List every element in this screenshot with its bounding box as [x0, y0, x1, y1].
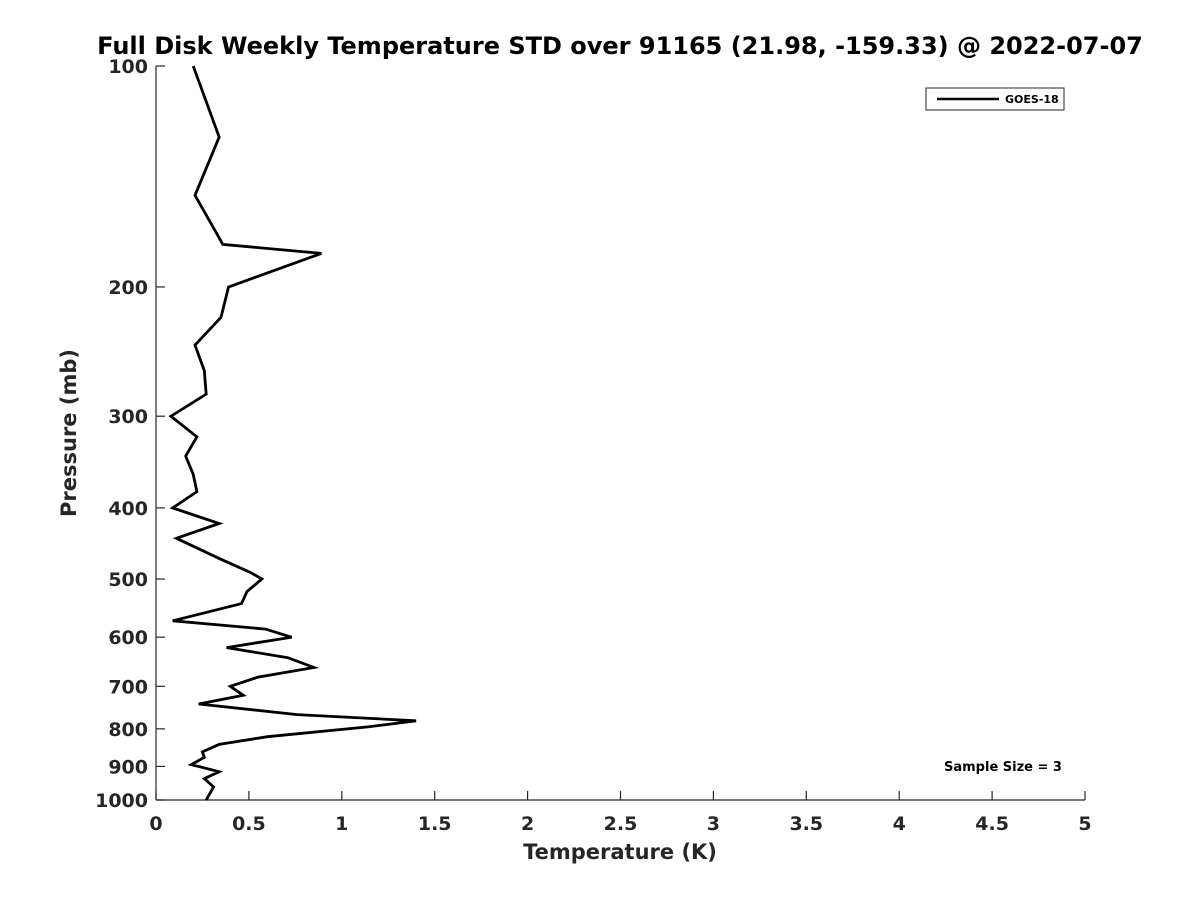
y-tick-label: 300 — [108, 406, 148, 428]
x-tick-label: 2.5 — [604, 813, 638, 835]
x-tick-label: 4 — [893, 813, 906, 835]
axes — [155, 66, 1085, 801]
x-tick-label: 3.5 — [789, 813, 823, 835]
x-tick-label: 1 — [335, 813, 348, 835]
x-tick-label: 1.5 — [418, 813, 452, 835]
sample-size-annotation: Sample Size = 3 — [944, 760, 1062, 775]
x-tick-label: 0.5 — [232, 813, 266, 835]
y-tick-label: 800 — [108, 719, 148, 741]
y-tick-label: 400 — [108, 498, 148, 520]
chart-title: Full Disk Weekly Temperature STD over 91… — [97, 32, 1143, 60]
series-layer — [168, 65, 417, 801]
x-tick-label: 3 — [707, 813, 720, 835]
y-tick-label: 1000 — [95, 790, 148, 812]
legend: GOES-18 — [925, 87, 1065, 111]
y-tick-label: 200 — [108, 277, 148, 299]
y-ticks: 100 200 300 400 500 600 700 800 900 1000 — [95, 56, 165, 812]
y-tick-label: 500 — [108, 569, 148, 591]
x-axis-label: Temperature (K) — [523, 840, 717, 864]
series-line-goes-18 — [168, 65, 417, 801]
y-tick-label: 700 — [108, 676, 148, 698]
y-axis-label: Pressure (mb) — [57, 349, 81, 517]
y-tick-label: 600 — [108, 627, 148, 649]
y-tick-label: 100 — [108, 56, 148, 78]
x-tick-label: 5 — [1078, 813, 1091, 835]
x-tick-label: 2 — [521, 813, 534, 835]
y-tick-label: 900 — [108, 756, 148, 778]
legend-label-goes-18: GOES-18 — [1005, 93, 1059, 106]
x-ticks: 0 0.5 1 1.5 2 2.5 3 3.5 4 4.5 5 — [149, 791, 1092, 835]
x-tick-label: 0 — [149, 813, 162, 835]
x-tick-label: 4.5 — [975, 813, 1009, 835]
